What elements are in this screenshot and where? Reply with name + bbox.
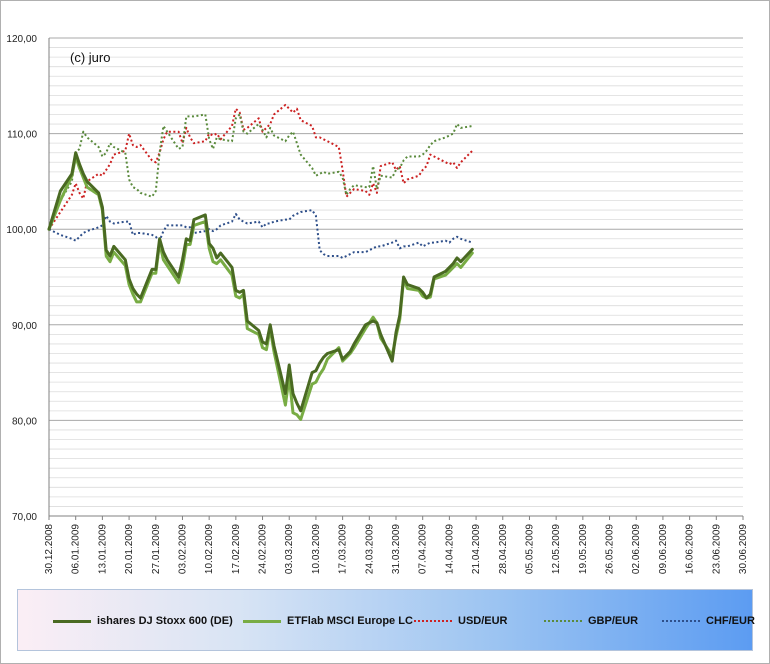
x-tick-label: 31.03.2009 (391, 524, 402, 574)
series-line-3 (48, 113, 473, 230)
x-tick-label: 23.06.2009 (711, 524, 722, 574)
x-tick-label: 24.02.2009 (258, 524, 269, 574)
x-tick-label: 10.02.2009 (204, 524, 215, 574)
legend-swatch (53, 619, 91, 623)
legend-label: CHF/EUR (706, 615, 755, 627)
x-tick-label: 07.04.2009 (418, 524, 429, 574)
legend-item: CHF/EUR (662, 613, 755, 629)
gridlines (48, 37, 743, 517)
x-tick-label: 20.01.2009 (124, 524, 135, 574)
legend-item: ishares DJ Stoxx 600 (DE) (53, 613, 233, 629)
y-tick-label: 110,00 (7, 130, 37, 141)
series-line-2 (48, 103, 474, 230)
x-tick-label: 10.03.2009 (311, 524, 322, 574)
x-tick-label: 16.06.2009 (685, 524, 696, 574)
legend: ishares DJ Stoxx 600 (DE) ETFlab MSCI Eu… (17, 589, 755, 651)
legend-item: USD/EUR (414, 613, 508, 629)
legend-swatch (243, 619, 281, 623)
series-line-4 (48, 209, 473, 259)
x-tick-label: 12.05.2009 (551, 524, 562, 574)
x-tick-label: 27.01.2009 (151, 524, 162, 574)
x-tick-label: 03.03.2009 (284, 524, 295, 574)
x-tick-label: 13.01.2009 (97, 524, 108, 574)
legend-swatch (662, 620, 700, 622)
x-tick-label: 14.04.2009 (444, 524, 455, 574)
x-tick-label: 17.02.2009 (231, 524, 242, 574)
x-tick-label: 05.05.2009 (524, 524, 535, 574)
x-tick-label: 30.06.2009 (738, 524, 749, 574)
x-tick-label: 30.12.2008 (44, 524, 55, 574)
x-tick-label: 26.05.2009 (605, 524, 616, 574)
x-tick-label: 02.06.2009 (631, 524, 642, 574)
x-tick-label: 09.06.2009 (658, 524, 669, 574)
x-tick-label: 03.02.2009 (177, 524, 188, 574)
series-line-0 (47, 151, 474, 413)
legend-label: USD/EUR (458, 615, 508, 627)
x-tick-label: 06.01.2009 (71, 524, 82, 574)
x-tick-label: 28.04.2009 (498, 524, 509, 574)
y-tick-label: 100,00 (6, 225, 37, 236)
y-axis-ticks: 70,00 80,00 90,00 100,00 110,00 120,00 (6, 34, 37, 523)
series-lines (47, 103, 474, 421)
y-tick-label: 120,00 (6, 34, 37, 45)
y-tick-label: 70,00 (12, 512, 37, 523)
x-axis-ticks: 30.12.2008 06.01.2009 13.01.2009 20.01.2009… (44, 516, 749, 574)
chart-annotation: (c) juro (70, 50, 110, 65)
x-tick-label: 17.03.2009 (338, 524, 349, 574)
x-tick-label: 24.03.2009 (364, 524, 375, 574)
legend-label: GBP/EUR (588, 615, 639, 627)
y-tick-label: 90,00 (12, 321, 37, 332)
y-tick-label: 80,00 (12, 416, 37, 427)
series-line-1 (47, 155, 474, 421)
x-tick-label: 21.04.2009 (471, 524, 482, 574)
legend-item: GBP/EUR (544, 613, 638, 629)
x-tick-label: 19.05.2009 (578, 524, 589, 574)
legend-label: ETFlab MSCI Europe LC (287, 615, 413, 627)
legend-item: ETFlab MSCI Europe LC (243, 613, 413, 629)
legend-swatch (414, 620, 452, 622)
legend-label: ishares DJ Stoxx 600 (DE) (97, 615, 233, 627)
legend-swatch (544, 620, 582, 622)
